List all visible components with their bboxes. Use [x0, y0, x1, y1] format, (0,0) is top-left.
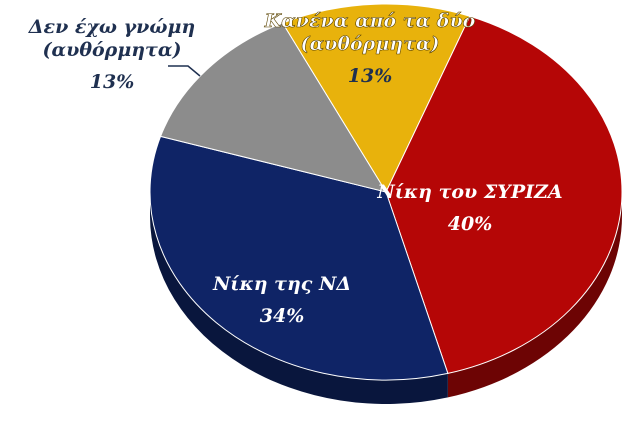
value-label: 34% — [260, 305, 305, 327]
leader-line — [168, 65, 201, 77]
pie-side — [447, 192, 622, 398]
slice-label: Νίκη της ΝΔ — [212, 273, 351, 295]
pie-slice — [149, 135, 449, 381]
value-label: 40% — [448, 213, 493, 235]
pie-slice — [159, 22, 388, 193]
slice-label: Κανένα από τα δύο (αυθόρμητα) — [264, 10, 476, 55]
label-line: Νίκη της ΝΔ — [212, 273, 351, 295]
slice-label: Νίκη του ΣΥΡΙΖΑ — [376, 181, 562, 203]
label-line: Νίκη του ΣΥΡΙΖΑ — [376, 181, 562, 203]
value-label: 13% — [348, 65, 393, 87]
slice-label: Δεν έχω γνώμη (αυθόρμητα) — [28, 16, 195, 61]
label-line: Δεν έχω γνώμη — [28, 16, 195, 38]
value-label: 13% — [90, 71, 135, 93]
pie-side — [150, 192, 448, 404]
pie-slice — [281, 3, 471, 194]
pie-slice — [385, 15, 623, 375]
label-line: Κανένα από τα δύο — [264, 10, 476, 32]
label-line: (αυθόρμητα) — [301, 33, 440, 55]
label-line: (αυθόρμητα) — [43, 39, 182, 61]
